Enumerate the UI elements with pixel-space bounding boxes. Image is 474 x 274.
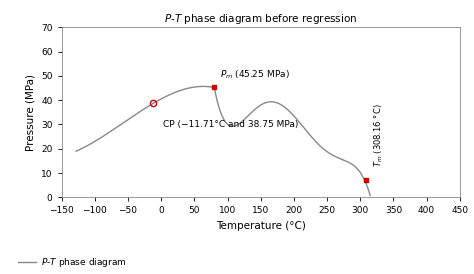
Title: $P$-$T$ phase diagram before regression: $P$-$T$ phase diagram before regression <box>164 12 357 26</box>
Legend: $P$-$T$ phase diagram, Critical point: $P$-$T$ phase diagram, Critical point <box>18 256 127 274</box>
Text: $T_m$ (308.16 °C): $T_m$ (308.16 °C) <box>372 104 385 167</box>
X-axis label: Temperature (°C): Temperature (°C) <box>216 221 306 231</box>
Text: CP (−11.71°C and 38.75 MPa): CP (−11.71°C and 38.75 MPa) <box>164 120 299 129</box>
Text: $P_m$ (45.25 MPa): $P_m$ (45.25 MPa) <box>219 69 289 81</box>
Y-axis label: Pressure (MPa): Pressure (MPa) <box>26 74 36 151</box>
